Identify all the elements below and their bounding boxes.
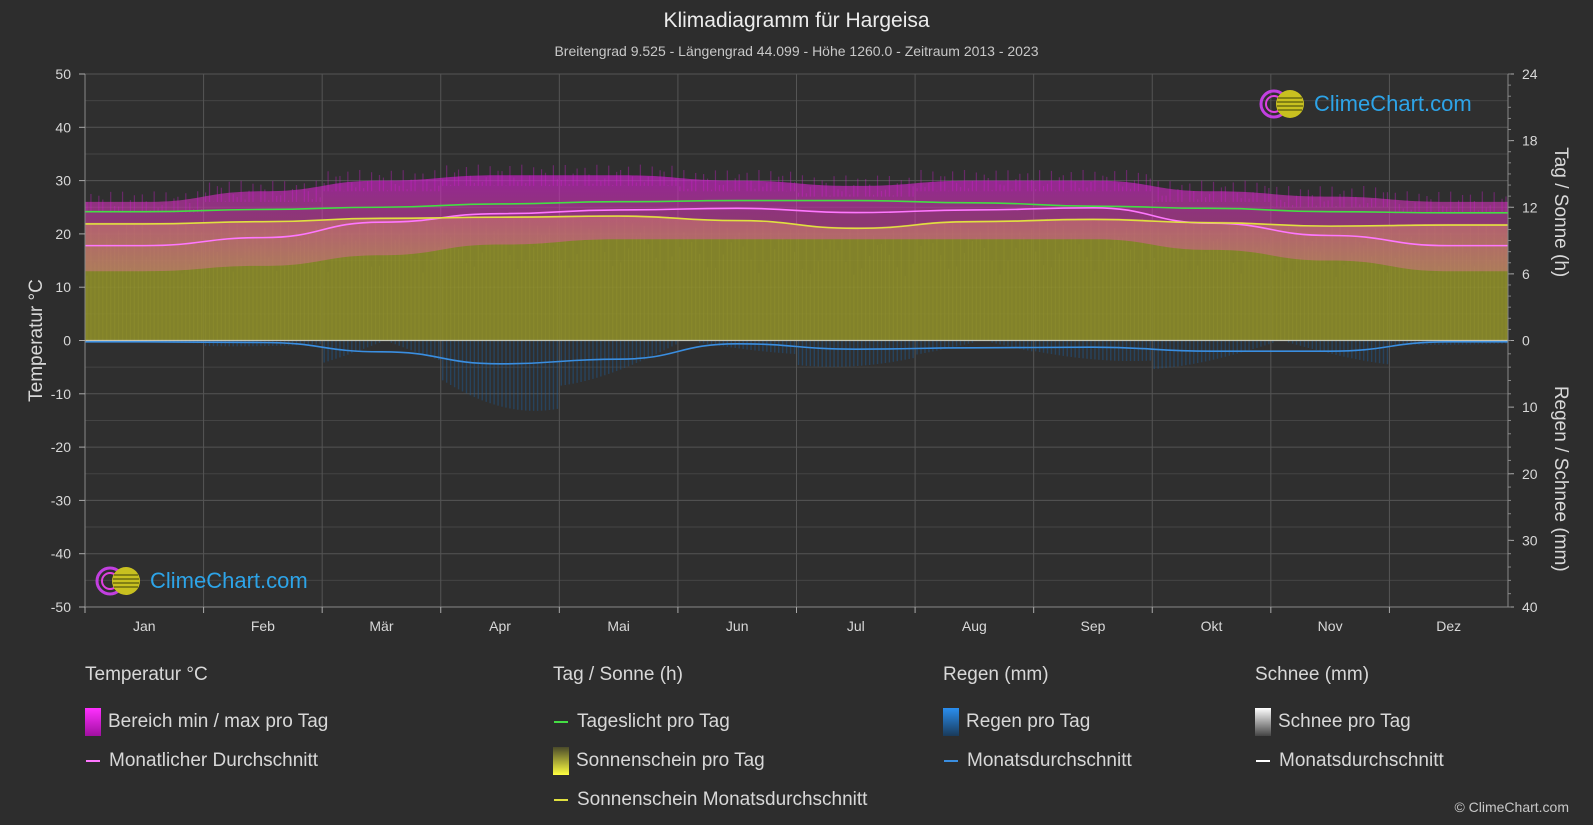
left-tick-label: -10 [51, 386, 71, 402]
copyright: © ClimeChart.com [1454, 799, 1569, 815]
month-label: Aug [962, 618, 987, 634]
temperature-range-band [85, 175, 1508, 272]
left-tick-label: 30 [55, 173, 71, 189]
legend-snow: Schnee (mm) Schnee pro Tag Monatsdurchsc… [1255, 664, 1444, 780]
month-label: Nov [1318, 618, 1343, 634]
month-label: Dez [1436, 618, 1461, 634]
sunshine-swatch [553, 746, 569, 775]
right-top-axis-title: Tag / Sonne (h) [1550, 147, 1571, 277]
right-tick-label: 10 [1522, 399, 1538, 415]
daylight-swatch [554, 720, 568, 723]
sunshine-avg-line [85, 215, 1508, 230]
climechart-logo-icon [95, 566, 140, 596]
snow-avg-swatch [1256, 759, 1270, 762]
brand-logo-top: ClimeChart.com [1258, 88, 1472, 120]
legend-heading: Regen (mm) [943, 664, 1049, 685]
daylight-line [85, 199, 1508, 214]
right-bottom-axis-title: Regen / Schnee (mm) [1550, 386, 1571, 572]
legend-label: Schnee pro Tag [1278, 710, 1411, 732]
left-tick-label: 10 [55, 279, 71, 295]
month-label: Mai [607, 618, 630, 634]
month-label: Okt [1201, 618, 1223, 634]
climechart-logo-icon [1259, 89, 1304, 119]
legend-item-sunshine: Sonnenschein pro Tag [553, 741, 867, 780]
left-tick-label: -40 [51, 546, 71, 562]
left-tick-label: -30 [51, 492, 71, 508]
legend-heading: Temperatur °C [85, 664, 208, 685]
left-tick-label: -20 [51, 439, 71, 455]
legend-label: Sonnenschein pro Tag [576, 749, 765, 771]
left-axis-title: Temperatur °C [26, 279, 47, 402]
legend-item-sunshine-avg: Sonnenschein Monatsdurchschnitt [553, 780, 867, 819]
left-tick-label: 0 [63, 333, 71, 349]
month-label: Apr [489, 618, 511, 634]
rain-swatch [943, 707, 959, 736]
right-tick-label: 30 [1522, 532, 1538, 548]
legend-label: Monatsdurchschnitt [967, 749, 1132, 771]
left-tick-label: -50 [51, 599, 71, 615]
rain-avg-line [85, 341, 1508, 365]
sunshine-avg-swatch [554, 798, 568, 801]
legend-item-rain: Regen pro Tag [943, 702, 1132, 741]
right-tick-label: 0 [1522, 333, 1530, 349]
left-tick-label: 40 [55, 119, 71, 135]
legend-label: Monatlicher Durchschnitt [109, 749, 319, 771]
month-label: Sep [1080, 618, 1105, 634]
temp-avg-swatch [86, 759, 100, 762]
legend-label: Regen pro Tag [966, 710, 1091, 732]
chart-subtitle: Breitengrad 9.525 - Längengrad 44.099 - … [554, 43, 1039, 59]
legend-item-temp-range: Bereich min / max pro Tag [85, 702, 328, 741]
right-tick-label: 40 [1522, 599, 1538, 615]
legend-sun: Tag / Sonne (h) Tageslicht pro Tag Sonne… [553, 664, 867, 819]
month-label: Feb [251, 618, 275, 634]
legend-heading: Schnee (mm) [1255, 664, 1370, 685]
legend-label: Bereich min / max pro Tag [108, 710, 329, 732]
right-tick-label: 12 [1522, 199, 1538, 215]
climate-chart: 50 40 30 20 10 0 -10 -20 -30 -40 -50 24 18 12 6 0 10 20 30… [26, 66, 1571, 634]
right-tick-label: 20 [1522, 466, 1538, 482]
legend-label: Monatsdurchschnitt [1279, 749, 1444, 771]
legend-item-daylight: Tageslicht pro Tag [553, 702, 867, 741]
brand-text: ClimeChart.com [1314, 91, 1472, 116]
legend-label: Tageslicht pro Tag [577, 710, 730, 732]
legend-rain: Regen (mm) Regen pro Tag Monatsdurchschn… [943, 664, 1132, 780]
legend-label: Sonnenschein Monatsdurchschnitt [577, 788, 868, 810]
left-tick-label: 50 [55, 66, 71, 82]
temperature-avg-line [85, 206, 1508, 247]
right-tick-label: 24 [1522, 66, 1538, 82]
legend-item-temp-avg: Monatlicher Durchschnitt [85, 741, 328, 780]
brand-text: ClimeChart.com [150, 568, 308, 593]
snow-swatch [1255, 707, 1271, 736]
legend-temperature: Temperatur °C Bereich min / max pro Tag … [85, 664, 328, 780]
month-label: Jun [726, 618, 749, 634]
brand-logo-bottom: ClimeChart.com [94, 565, 308, 597]
temp-range-swatch [85, 707, 101, 736]
legend-item-snow-avg: Monatsdurchschnitt [1255, 741, 1444, 780]
legend-heading: Tag / Sonne (h) [553, 664, 683, 685]
right-tick-label: 6 [1522, 266, 1530, 282]
month-label: Jan [133, 618, 156, 634]
month-label: Jul [847, 618, 865, 634]
right-tick-label: 18 [1522, 133, 1538, 149]
rain-avg-swatch [944, 759, 958, 762]
chart-title: Klimadiagramm für Hargeisa [663, 9, 930, 32]
left-tick-label: 20 [55, 226, 71, 242]
month-label: Mär [369, 618, 393, 634]
legend-item-snow: Schnee pro Tag [1255, 702, 1444, 741]
legend-item-rain-avg: Monatsdurchschnitt [943, 741, 1132, 780]
